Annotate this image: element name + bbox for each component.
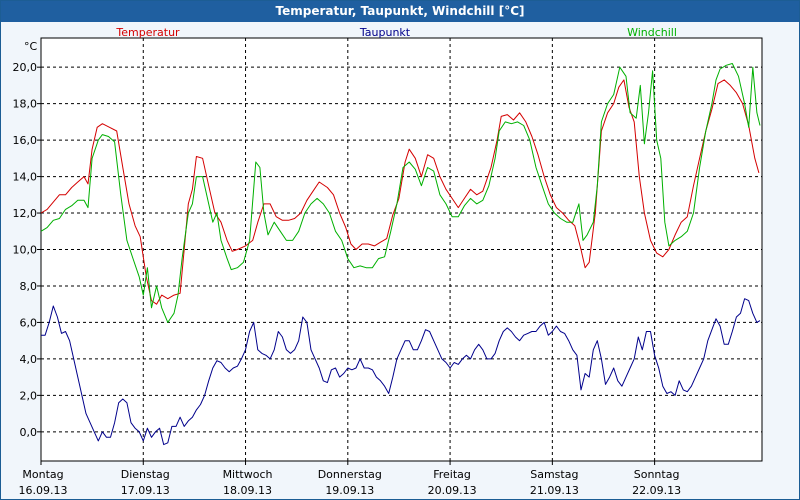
x-tick-day-label: Donnerstag xyxy=(318,468,382,481)
x-tick-date-label: 18.09.13 xyxy=(223,484,272,497)
legend-entry-taupunkt: Taupunkt xyxy=(359,26,411,39)
y-tick-label: 4,0 xyxy=(20,353,38,366)
x-tick-day-label: Sonntag xyxy=(634,468,680,481)
y-tick-label: 20,0 xyxy=(13,61,38,74)
x-axis-ticks: Montag 16.09.13 Dienstag 17.09.13 Mittwoch 18… xyxy=(19,461,681,497)
series-line-windchill xyxy=(40,63,761,323)
x-tick-day-label: Samstag xyxy=(530,468,578,481)
x-tick-date-label: 22.09.13 xyxy=(632,484,681,497)
x-tick-date-label: 21.09.13 xyxy=(530,484,579,497)
y-tick-label: 0,0 xyxy=(20,426,38,439)
y-axis-unit-label: °C xyxy=(24,40,38,53)
legend-entry-windchill: Windchill xyxy=(627,26,677,39)
y-tick-label: 10,0 xyxy=(13,244,38,257)
x-tick-day-label: Montag xyxy=(22,468,63,481)
x-tick-day-label: Mittwoch xyxy=(223,468,273,481)
data-lines xyxy=(40,63,761,446)
y-axis-ticks: 0,0 2,0 4,0 6,0 8,0 10,0 12,0 14,0 16,0 18,0 20,0 xyxy=(13,61,41,439)
chart-title: Temperatur, Taupunkt, Windchill [°C] xyxy=(1,1,799,22)
legend-entry-temperatur: Temperatur xyxy=(115,26,180,39)
x-tick-day-label: Freitag xyxy=(433,468,471,481)
y-tick-label: 14,0 xyxy=(13,171,38,184)
series-line-temperatur xyxy=(40,79,760,305)
x-tick-date-label: 17.09.13 xyxy=(121,484,170,497)
series-line-taupunkt xyxy=(41,298,761,446)
x-tick-date-label: 20.09.13 xyxy=(428,484,477,497)
y-tick-label: 2,0 xyxy=(20,389,38,402)
x-tick-date-label: 16.09.13 xyxy=(19,484,68,497)
x-tick-day-label: Dienstag xyxy=(121,468,170,481)
x-tick-date-label: 19.09.13 xyxy=(325,484,374,497)
y-tick-label: 16,0 xyxy=(13,134,38,147)
y-tick-label: 18,0 xyxy=(13,98,38,111)
y-tick-label: 6,0 xyxy=(20,316,38,329)
y-tick-label: 12,0 xyxy=(13,207,38,220)
y-tick-label: 8,0 xyxy=(20,280,38,293)
legend: Temperatur Taupunkt Windchill xyxy=(115,26,677,39)
